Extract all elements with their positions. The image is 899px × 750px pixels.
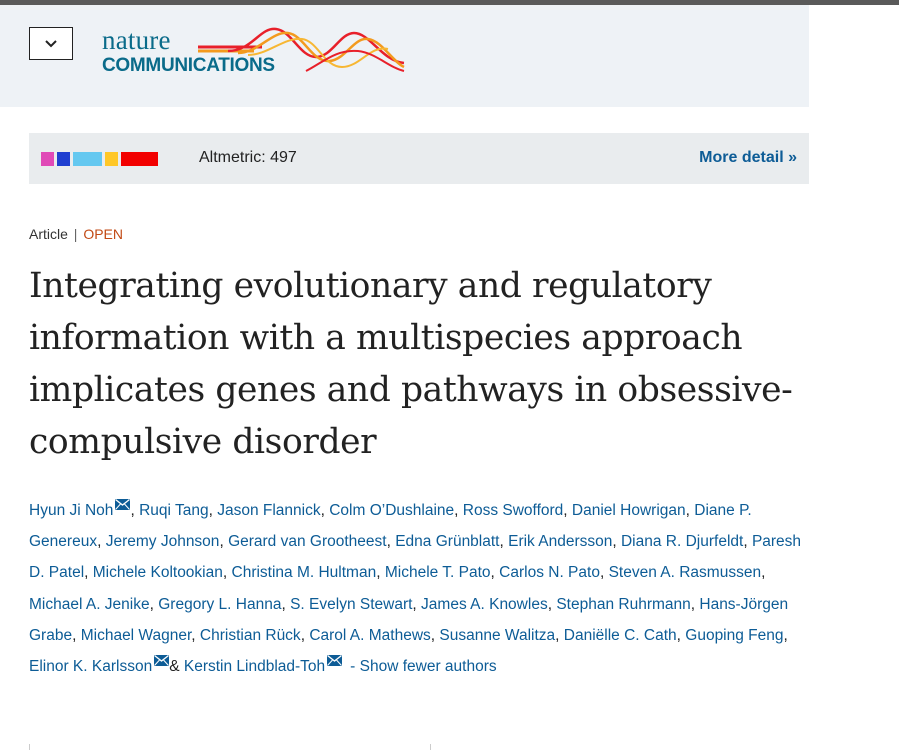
- author-separator: ,: [219, 533, 229, 551]
- site-header: nature COMMUNICATIONS: [0, 5, 809, 107]
- author-link[interactable]: Carol A. Mathews: [309, 626, 431, 644]
- more-detail-label: More detail: [699, 149, 784, 166]
- author-separator: ,: [676, 626, 686, 644]
- article-type: Article: [29, 226, 68, 242]
- divider: [29, 744, 30, 750]
- author-separator: ,: [412, 595, 422, 613]
- altmetric-badge-segment: [105, 152, 118, 166]
- author-link[interactable]: Diane P. Genereux: [29, 502, 752, 551]
- author-separator: ,: [130, 502, 140, 519]
- author-link[interactable]: Carlos N. Pato: [499, 564, 600, 582]
- logo-text-nature: nature: [102, 25, 171, 55]
- author-link[interactable]: Guoping Feng: [685, 626, 784, 644]
- author-link[interactable]: Michele Koltookian: [92, 564, 223, 582]
- email-icon[interactable]: [115, 499, 131, 510]
- author-link[interactable]: Colm O’Dushlaine: [329, 502, 455, 519]
- author-separator: ,: [376, 564, 385, 582]
- logo-waves-icon: [198, 27, 405, 72]
- author-link[interactable]: Jason Flannick: [217, 502, 321, 519]
- open-access-label: OPEN: [83, 226, 124, 242]
- author-link[interactable]: Hyun Ji Noh: [29, 502, 114, 519]
- author-separator: ,: [454, 502, 463, 519]
- author-link[interactable]: Edna Grünblatt: [395, 533, 500, 551]
- show-fewer-authors-button[interactable]: - Show fewer authors: [350, 658, 497, 676]
- author-link[interactable]: Jeremy Johnson: [105, 533, 220, 551]
- author-link[interactable]: Steven A. Rasmussen: [608, 564, 762, 582]
- article-type-line: Article | OPEN: [29, 226, 123, 242]
- author-separator: ,: [499, 533, 509, 551]
- author-link[interactable]: Diana R. Djurfeldt: [620, 533, 744, 551]
- author-link[interactable]: Daniëlle C. Cath: [563, 626, 677, 644]
- altmetric-badge-segment: [121, 152, 158, 166]
- author-separator: ,: [320, 502, 330, 519]
- menu-toggle-button[interactable]: [29, 27, 73, 60]
- author-link[interactable]: James A. Knowles: [421, 595, 548, 613]
- author-ampersand: &: [169, 658, 184, 676]
- author-separator: ,: [555, 626, 564, 644]
- author-separator: ,: [208, 502, 218, 519]
- author-link[interactable]: Christian Rück: [199, 626, 301, 644]
- article-type-separator: |: [73, 226, 78, 242]
- author-link[interactable]: Hans-Jörgen Grabe: [29, 595, 789, 644]
- author-separator: ,: [300, 626, 310, 644]
- author-link[interactable]: S. Evelyn Stewart: [290, 595, 413, 613]
- author-separator: ,: [547, 595, 557, 613]
- divider: [430, 744, 431, 750]
- author-separator: ,: [281, 595, 291, 613]
- author-separator: ,: [612, 533, 621, 551]
- author-link[interactable]: Susanne Walitza: [439, 626, 556, 644]
- author-separator: ,: [191, 626, 200, 644]
- author-link[interactable]: Paresh D. Patel: [29, 533, 802, 582]
- author-link[interactable]: Michael A. Jenike: [29, 595, 150, 613]
- author-separator: ,: [84, 564, 93, 582]
- nature-communications-logo[interactable]: nature COMMUNICATIONS: [98, 25, 410, 87]
- author-link[interactable]: Michael Wagner: [80, 626, 192, 644]
- author-separator: ,: [783, 626, 788, 644]
- chevron-down-icon: [45, 39, 57, 47]
- article-title: Integrating evolutionary and regulatory …: [29, 266, 793, 462]
- author-link[interactable]: Christina M. Hultman: [231, 564, 377, 582]
- author-link[interactable]: Stephan Ruhrmann: [556, 595, 691, 613]
- email-icon[interactable]: [154, 655, 170, 667]
- author-separator: ,: [430, 626, 440, 644]
- author-separator: ,: [599, 564, 609, 582]
- author-link[interactable]: Daniel Howrigan: [571, 502, 686, 519]
- more-detail-link[interactable]: More detail »: [699, 149, 797, 167]
- author-separator: ,: [743, 533, 752, 551]
- altmetric-bar: Altmetric: 497 More detail »: [29, 133, 809, 184]
- author-separator: ,: [386, 533, 396, 551]
- author-link[interactable]: Gregory L. Hanna: [158, 595, 282, 613]
- altmetric-badge-segment: [41, 152, 54, 166]
- author-link[interactable]: Kerstin Lindblad-Toh: [183, 658, 326, 676]
- author-separator: ,: [685, 502, 695, 519]
- author-link[interactable]: Ruqi Tang: [139, 502, 209, 519]
- altmetric-badge-segment: [73, 152, 102, 166]
- double-chevron-right-icon: »: [788, 149, 797, 166]
- author-separator: ,: [222, 564, 232, 582]
- author-link[interactable]: Gerard van Grootheest: [228, 533, 387, 551]
- author-link[interactable]: Ross Swofford: [462, 502, 564, 519]
- author-link[interactable]: Michele T. Pato: [384, 564, 491, 582]
- author-separator: ,: [149, 595, 159, 613]
- author-separator: ,: [563, 502, 572, 519]
- altmetric-score: Altmetric: 497: [199, 149, 297, 166]
- author-separator: ,: [97, 533, 106, 551]
- browser-top-strip: [0, 0, 899, 5]
- author-separator: ,: [72, 626, 81, 644]
- author-separator: ,: [690, 595, 700, 613]
- author-separator: ,: [490, 564, 500, 582]
- altmetric-badge[interactable]: [41, 152, 158, 166]
- author-separator: ,: [761, 564, 766, 582]
- logo-text-communications: COMMUNICATIONS: [102, 55, 275, 76]
- author-link[interactable]: Erik Andersson: [508, 533, 613, 551]
- email-icon[interactable]: [327, 655, 343, 667]
- author-link[interactable]: Elinor K. Karlsson: [29, 658, 153, 676]
- altmetric-badge-segment: [57, 152, 70, 166]
- author-list: Hyun Ji Noh, Ruqi Tang, Jason Flannick, …: [29, 495, 804, 682]
